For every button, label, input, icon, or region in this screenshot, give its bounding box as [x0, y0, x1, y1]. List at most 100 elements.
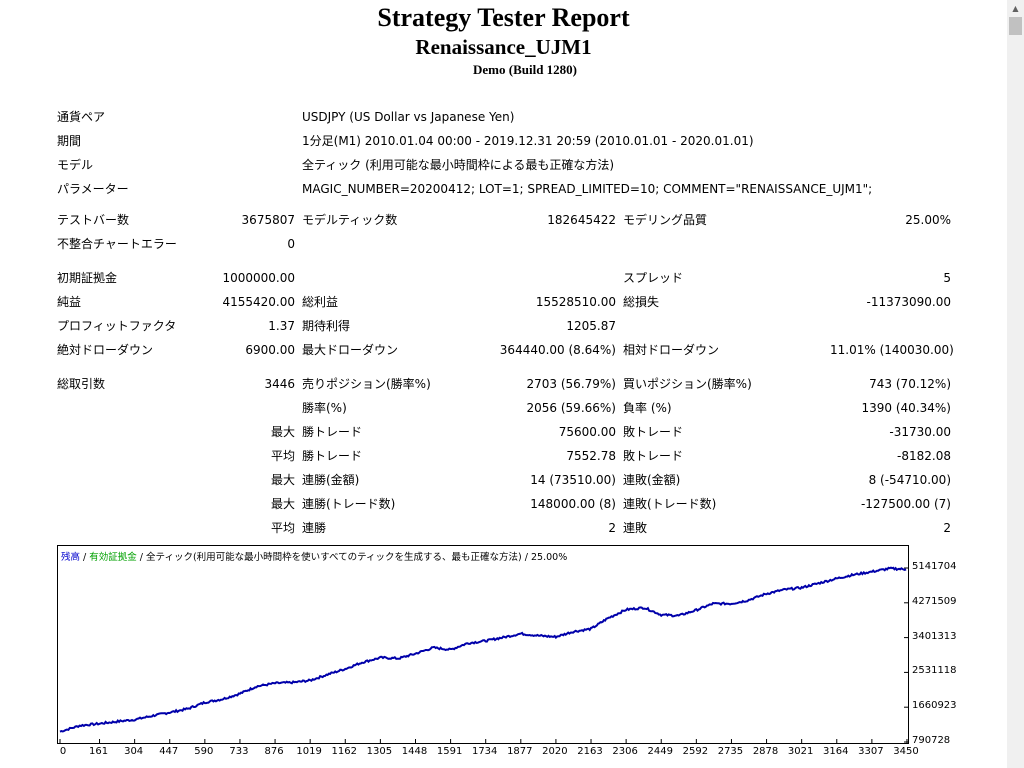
- largest-win-value: 75600.00: [558, 425, 616, 439]
- x-tick-label: 2592: [682, 746, 709, 757]
- model-ticks-value: 182645422: [547, 213, 616, 227]
- spread-label: スプレッド: [623, 271, 684, 285]
- consec-losses-money-value: 8 (-54710.00): [868, 473, 951, 487]
- consec-wins-money-value: 14 (73510.00): [530, 473, 616, 487]
- legend-sep-1: /: [80, 552, 90, 563]
- expected-payoff-value: 1205.87: [566, 319, 616, 333]
- short-positions-label: 売りポジション(勝率%): [302, 377, 431, 391]
- short-positions-value: 2703 (56.79%): [526, 377, 616, 391]
- legend-balance: 残高: [61, 552, 81, 563]
- long-positions-label: 買いポジション(勝率%): [623, 377, 752, 391]
- x-tick-label: 3307: [858, 746, 884, 757]
- info-label-period: 期間: [57, 134, 82, 148]
- long-positions-value: 743 (70.12%): [869, 377, 951, 391]
- x-tick-label: 1019: [296, 746, 322, 757]
- vertical-scrollbar[interactable]: ▲: [1007, 0, 1024, 768]
- gross-loss-label: 総損失: [623, 295, 660, 309]
- profit-factor-label: プロフィットファクタ: [57, 319, 177, 333]
- x-tick-label: 1877: [507, 746, 533, 757]
- gross-profit-value: 15528510.00: [535, 295, 616, 309]
- avg-consec-losses-value: 2: [943, 521, 951, 535]
- x-tick-label: 590: [194, 746, 214, 757]
- consec-wins-count-value: 148000.00 (8): [530, 497, 616, 511]
- test-bars-value: 3675807: [241, 213, 295, 227]
- model-ticks-label: モデルティック数: [302, 213, 398, 227]
- largest-prefix: 最大: [270, 425, 295, 439]
- consec-wins-money-label: 連勝(金額): [302, 473, 360, 487]
- y-tick-label: 4271509: [912, 595, 957, 607]
- max-consec-count-prefix: 最大: [270, 497, 295, 511]
- mismatch-label: 不整合チャートエラー: [57, 237, 177, 251]
- info-label-symbol: 通貨ペア: [57, 110, 106, 124]
- build-label: Demo (Build 1280): [473, 62, 577, 77]
- avg-consec-prefix: 平均: [270, 521, 295, 535]
- legend-model-text: 全ティック(利用可能な最小時間枠を使いすべてのティックを生成する、最も正確な方法…: [146, 552, 568, 563]
- largest-loss-label: 敗トレード: [623, 425, 684, 439]
- win-rate-label: 勝率(%): [302, 401, 347, 415]
- report-subtitle: Renaissance_UJM1: [415, 35, 592, 59]
- info-value-parameters: MAGIC_NUMBER=20200412; LOT=1; SPREAD_LIM…: [302, 182, 873, 196]
- loss-rate-value: 1390 (40.34%): [861, 401, 951, 415]
- total-trades-value: 3446: [264, 377, 295, 391]
- avg-win-value: 7552.78: [566, 449, 616, 463]
- x-tick-label: 876: [264, 746, 284, 757]
- balance-chart: [57, 545, 909, 744]
- x-tick-label: 2449: [647, 746, 673, 757]
- x-tick-label: 2735: [717, 746, 744, 757]
- x-tick-label: 3450: [893, 746, 919, 757]
- x-tick-label: 1591: [436, 746, 463, 757]
- legend-equity: 有効証拠金: [89, 552, 137, 563]
- test-bars-label: テストバー数: [57, 213, 130, 227]
- gross-profit-label: 総利益: [302, 295, 339, 309]
- rel-drawdown-value: 11.01% (140030.00): [830, 343, 954, 357]
- avg-win-label: 勝トレード: [302, 449, 363, 463]
- abs-drawdown-label: 絶対ドローダウン: [57, 343, 154, 357]
- modeling-quality-label: モデリング品質: [623, 213, 708, 227]
- x-tick-label: 2020: [542, 746, 568, 757]
- info-value-period: 1分足(M1) 2010.01.04 00:00 - 2019.12.31 20…: [302, 134, 754, 148]
- initial-deposit-label: 初期証拠金: [57, 271, 118, 285]
- x-tick-label: 304: [124, 746, 144, 757]
- y-tick-label: 1660923: [912, 700, 957, 712]
- x-tick-label: 733: [229, 746, 249, 757]
- win-rate-value: 2056 (59.66%): [526, 401, 616, 415]
- x-tick-label: 1305: [366, 746, 393, 757]
- largest-win-label: 勝トレード: [302, 425, 363, 439]
- info-label-parameters: パラメーター: [57, 182, 129, 196]
- avg-loss-label: 敗トレード: [623, 449, 684, 463]
- x-tick-label: 447: [159, 746, 179, 757]
- max-drawdown-value: 364440.00 (8.64%): [499, 343, 616, 357]
- rel-drawdown-label: 相対ドローダウン: [623, 343, 720, 357]
- loss-rate-label: 負率 (%): [623, 401, 672, 415]
- report-title: Strategy Tester Report: [377, 3, 630, 32]
- consec-losses-count-label: 連敗(トレード数): [623, 497, 717, 511]
- spread-value: 5: [943, 271, 951, 285]
- y-tick-label: 3401313: [912, 630, 957, 642]
- legend-sep-2: /: [136, 552, 147, 563]
- y-tick-label: 790728: [912, 735, 951, 746]
- profit-factor-value: 1.37: [268, 319, 295, 333]
- avg-consec-losses-label: 連敗: [623, 521, 648, 535]
- scroll-up-arrow-icon[interactable]: ▲: [1012, 4, 1019, 13]
- average-prefix: 平均: [270, 449, 295, 463]
- x-tick-label: 2163: [577, 746, 603, 757]
- consec-losses-count-value: -127500.00 (7): [860, 497, 951, 511]
- mismatch-value: 0: [287, 237, 295, 251]
- balance-chart-plot: [59, 566, 908, 743]
- x-tick-label: 3021: [787, 746, 814, 757]
- net-profit-label: 純益: [57, 295, 82, 309]
- x-tick-label: 1448: [401, 746, 428, 757]
- x-tick-label: 2306: [612, 746, 638, 757]
- gross-loss-value: -11373090.00: [866, 295, 952, 309]
- scrollbar-thumb[interactable]: [1009, 17, 1022, 35]
- net-profit-value: 4155420.00: [222, 295, 295, 309]
- modeling-quality-value: 25.00%: [905, 213, 951, 227]
- initial-deposit-value: 1000000.00: [222, 271, 295, 285]
- x-tick-label: 2878: [752, 746, 779, 757]
- total-trades-label: 総取引数: [57, 377, 106, 391]
- y-tick-label: 5141704: [912, 561, 957, 572]
- max-drawdown-label: 最大ドローダウン: [302, 343, 399, 357]
- x-tick-label: 1162: [331, 746, 357, 757]
- avg-consec-wins-value: 2: [608, 521, 616, 535]
- abs-drawdown-value: 6900.00: [245, 343, 295, 357]
